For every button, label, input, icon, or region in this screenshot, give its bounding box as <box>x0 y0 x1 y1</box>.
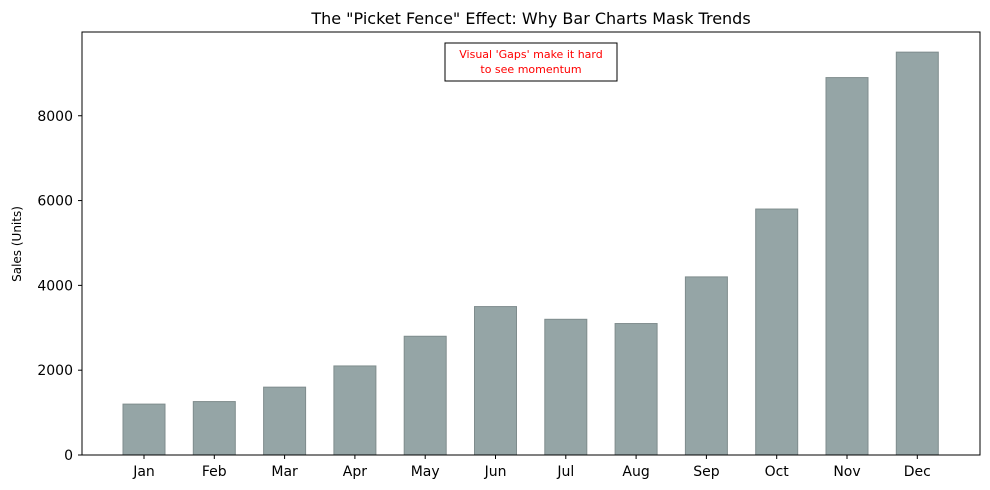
x-tick-label: Jan <box>132 464 155 480</box>
chart-title: The "Picket Fence" Effect: Why Bar Chart… <box>310 9 750 28</box>
bar-jun <box>474 306 517 456</box>
x-tick-label: Sep <box>693 464 720 480</box>
x-axis-ticks: Jan Feb Mar Apr May Jun Jul Aug Sep Oct Nov Dec <box>132 455 931 480</box>
x-tick-label: Oct <box>765 464 790 480</box>
bar-feb <box>192 401 236 456</box>
x-tick-label: Feb <box>202 464 227 480</box>
x-tick-label: Jul <box>556 464 574 480</box>
y-tick-label: 8000 <box>37 109 73 125</box>
x-tick-label: Mar <box>271 464 298 480</box>
x-tick-label: Jun <box>484 464 507 480</box>
bar-jul <box>544 318 588 456</box>
annotation-line-2: to see momentum <box>480 63 581 76</box>
bar-may <box>403 335 447 456</box>
plot-frame <box>81 31 981 456</box>
x-tick-label: May <box>411 464 440 480</box>
y-tick-label: 2000 <box>37 363 73 379</box>
bar-apr <box>333 365 377 456</box>
y-axis-label: Sales (Units) <box>10 206 24 282</box>
bar-dec <box>895 51 939 456</box>
annotation-line-1: Visual 'Gaps' make it hard <box>459 48 602 61</box>
y-tick-label: 6000 <box>37 194 73 210</box>
y-tick-label: 4000 <box>37 278 73 294</box>
bar-nov <box>825 77 869 456</box>
bar-oct <box>755 208 799 456</box>
y-axis-ticks: 0 2000 4000 6000 8000 <box>37 109 82 464</box>
x-tick-label: Dec <box>904 464 931 480</box>
y-tick-label: 0 <box>64 448 73 464</box>
bar-mar <box>263 386 307 456</box>
x-tick-label: Apr <box>343 464 367 480</box>
x-tick-label: Nov <box>833 464 860 480</box>
x-tick-label: Aug <box>622 464 649 480</box>
bars-group <box>122 51 939 456</box>
bar-aug <box>614 323 658 456</box>
bar-jan <box>122 403 166 456</box>
annotation-box: Visual 'Gaps' make it hard to see moment… <box>444 42 618 82</box>
bar-sep <box>684 276 728 456</box>
